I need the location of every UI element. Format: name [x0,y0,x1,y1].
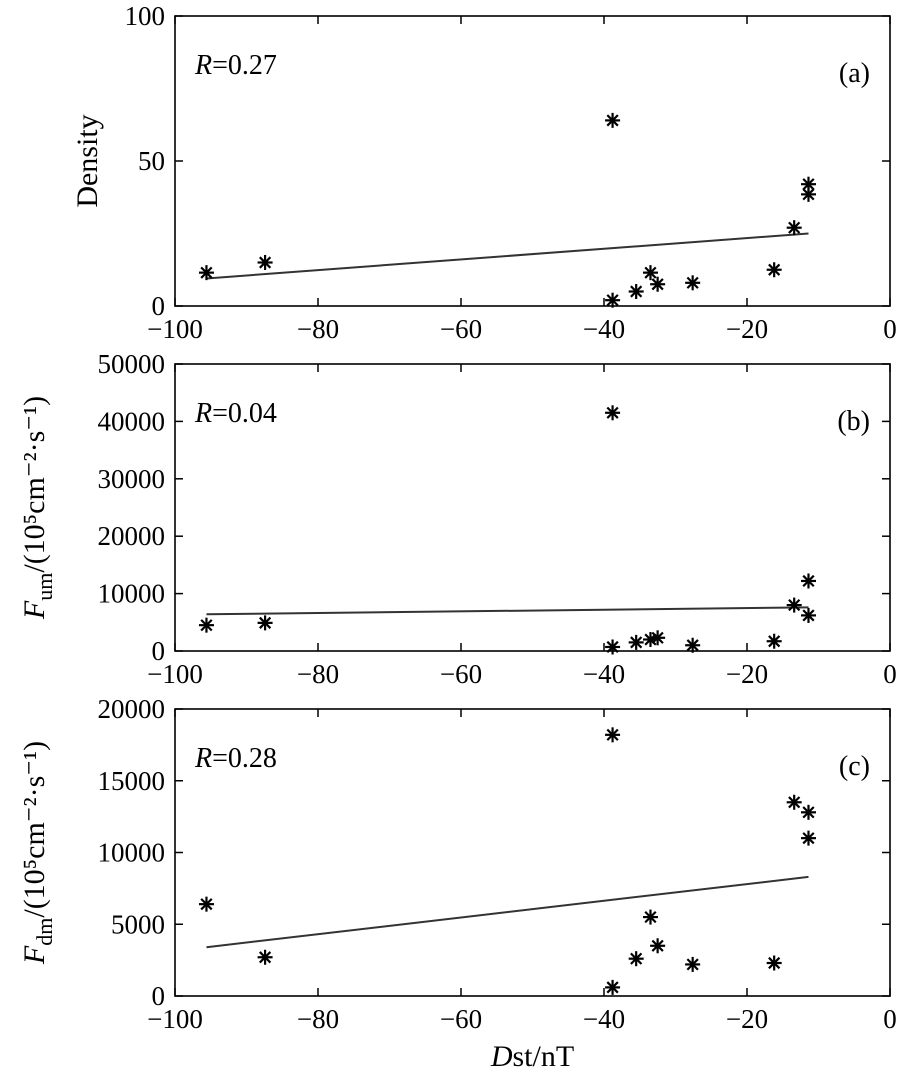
panel-a-plot-frame [174,15,891,307]
panel-b-data-point [766,633,782,649]
panel-b-fit-line [206,606,809,616]
panel-a-x-tick-label: −20 [726,314,768,344]
panel-a-data-point [800,186,816,202]
panel-c-y-tick-label: 15000 [98,766,166,796]
panel-b-x-tick-label: −40 [583,659,625,689]
panel-a-data-point [766,262,782,278]
panel-b-y-tick-label: 0 [152,636,166,666]
panel-c-data-point [628,951,644,967]
panel-a-panel-label: (a) [839,58,870,89]
panel-c-data-point [605,727,621,743]
panel-b-x-tick-label: 0 [883,659,897,689]
panel-c-x-tick-label: −80 [297,1004,339,1034]
panel-c-panel-label: (c) [839,751,870,782]
panel-a-data-point [198,265,214,281]
panel-c-data-point [786,794,802,810]
panel-c-data-point [800,830,816,846]
panel-c-x-tick-label: −40 [583,1004,625,1034]
panel-b-y-tick-label: 30000 [98,464,166,494]
panel-b-y-tick-label: 10000 [98,579,166,609]
panel-c-data-point [257,949,273,965]
panel-a-data-point [257,255,273,270]
panel-a-y-tick-label: 50 [138,146,165,176]
panel-a-fit-line [206,232,809,280]
panel-a-data-point [605,112,621,128]
panel-b-data-point [198,617,214,633]
panel-c-x-tick-label: −20 [726,1004,768,1034]
panel-b-y-tick-label: 20000 [98,521,166,551]
panel-c-data-point [685,956,701,972]
panel-c-data-point [605,979,621,995]
panel-c-y-axis-title: Fdm/(10⁵cm⁻²·s⁻¹) [18,741,57,965]
panel-c-x-axis-title: Dst/nT [490,1040,574,1073]
panel-a-x-tick-label: −80 [297,314,339,344]
panel-b-x-tick-label: −100 [147,659,203,689]
panel-b-data-point [605,405,621,421]
panel-a-y-tick-label: 100 [125,1,166,31]
panel-b-panel-label: (b) [837,406,870,437]
panel-b-correlation-label: R=0.04 [194,398,277,429]
panel-a-x-tick-label: −100 [147,314,203,344]
panel-c-data-point [642,909,658,925]
panel-c-data-point [198,896,214,912]
panel-a-data-point [642,265,658,281]
panel-c-correlation-label: R=0.28 [194,743,277,774]
panel-a-correlation-label: R=0.27 [194,50,277,81]
panel-c-fit-line [206,875,809,949]
panel-a-x-tick-label: −40 [583,314,625,344]
panel-b-data-point [257,615,273,631]
panel-a-data-point [628,284,644,299]
panel-c-x-tick-label: 0 [883,1004,897,1034]
panel-b-plot-frame [174,363,891,652]
panel-b-y-tick-label: 50000 [98,349,166,379]
panel-b-data-point [685,637,701,653]
panel-a: −100 −80 −60 −40 −20 0 0 50 100 R=0.27 (a) Density [71,1,897,344]
panel-c-y-tick-label: 20000 [98,694,166,724]
panel-c: −100 −80 −60 −40 −20 0 0 5000 10000 15000 20000 R=0… [18,694,897,1073]
panel-a-data-point [786,220,802,236]
panel-c-x-tick-label: −100 [147,1004,203,1034]
panel-c-data-point [800,804,816,820]
panel-b-data-point [628,634,644,650]
panel-b-data-point [786,597,802,613]
panel-b-y-tick-label: 40000 [98,406,166,436]
panel-b-data-point [800,607,816,623]
panel-b-data-point [800,573,816,589]
panel-a-y-tick-label: 0 [152,291,166,321]
panel-b-data-point [605,639,621,655]
panel-c-y-tick-label: 5000 [111,909,165,939]
panel-a-data-point [650,276,666,292]
panel-c-plot-frame [174,708,891,997]
panel-b-data-point [650,630,666,646]
panel-b-x-tick-label: −80 [297,659,339,689]
panel-b: −100 −80 −60 −40 −20 0 0 10000 20000 30000 40000 50… [18,349,897,689]
panel-c-y-tick-label: 10000 [98,838,166,868]
panel-c-data-point [766,955,782,971]
panel-a-data-point [685,275,701,291]
panel-b-x-tick-label: −20 [726,659,768,689]
panel-a-x-tick-label: −60 [440,314,482,344]
panel-c-data-point [650,938,666,954]
panel-c-y-tick-label: 0 [152,981,166,1011]
panel-a-data-point [605,292,621,308]
panel-b-x-tick-label: −60 [440,659,482,689]
panel-a-x-tick-label: 0 [883,314,897,344]
panel-c-x-tick-label: −60 [440,1004,482,1034]
panel-a-y-axis-title: Density [71,114,104,207]
panel-b-y-axis-title: Fum/(10⁵cm⁻²·s⁻¹) [18,396,57,620]
